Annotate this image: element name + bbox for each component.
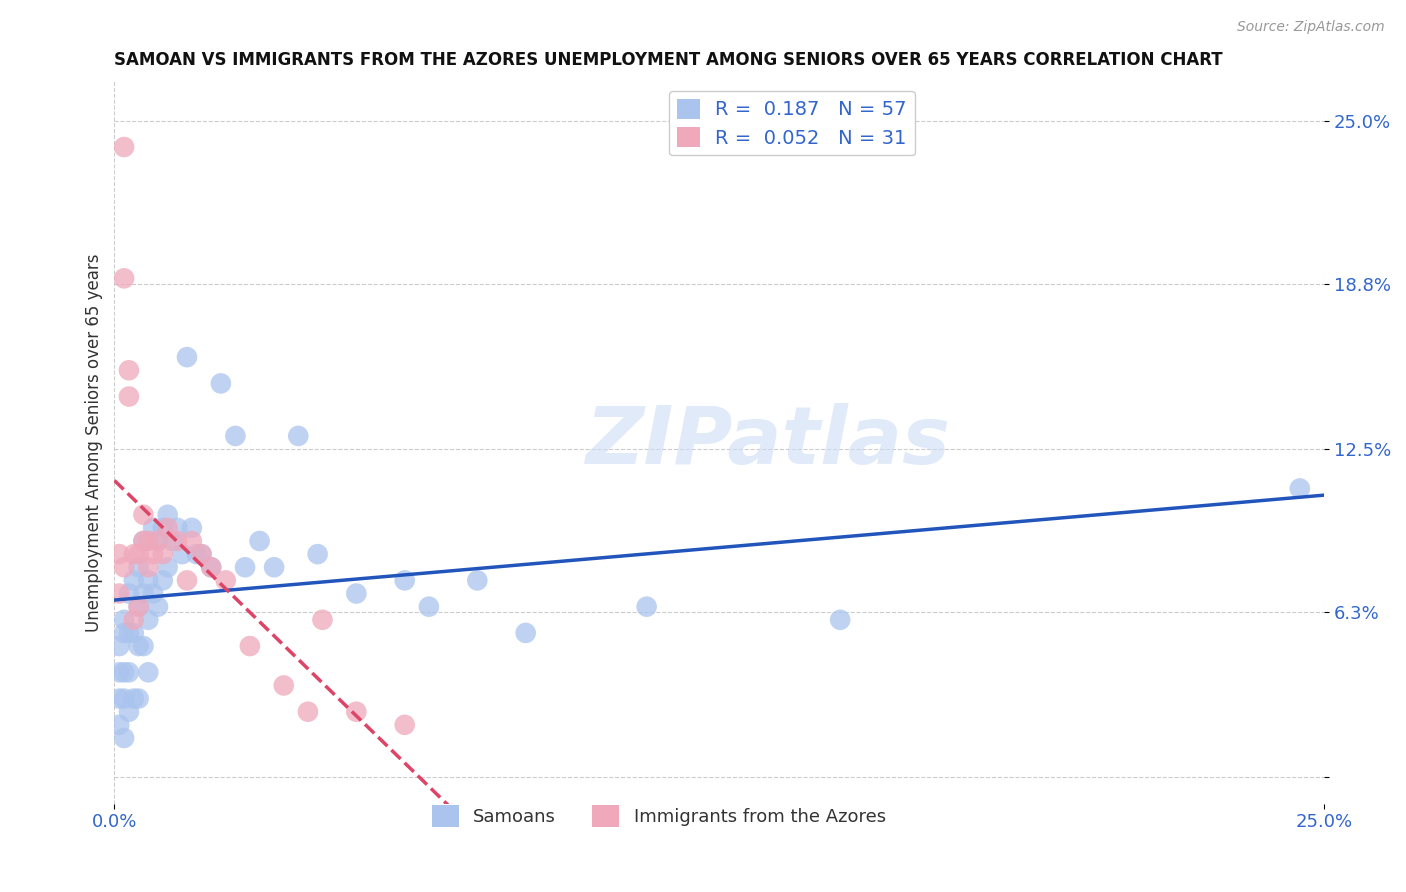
Point [142, 521, 165, 535]
Point [136, 574, 159, 588]
Point [200, 560, 222, 574]
Point [132, 533, 155, 548]
Point [128, 691, 150, 706]
Point [515, 626, 537, 640]
Point [297, 705, 319, 719]
Point [142, 547, 165, 561]
Point [112, 613, 135, 627]
Point [108, 586, 131, 600]
Point [132, 508, 155, 522]
Point [152, 574, 174, 588]
Point [112, 626, 135, 640]
Point [180, 521, 202, 535]
Point [239, 639, 262, 653]
Point [156, 508, 179, 522]
Point [249, 533, 271, 548]
Point [112, 731, 135, 745]
Point [112, 271, 135, 285]
Point [156, 521, 179, 535]
Y-axis label: Unemployment Among Seniors over 65 years: Unemployment Among Seniors over 65 years [86, 253, 103, 632]
Point [112, 665, 135, 680]
Point [636, 599, 658, 614]
Point [273, 678, 295, 692]
Point [118, 363, 141, 377]
Point [132, 586, 155, 600]
Point [122, 574, 145, 588]
Point [146, 533, 169, 548]
Point [108, 665, 131, 680]
Point [176, 350, 198, 364]
Point [136, 560, 159, 574]
Point [190, 547, 212, 561]
Point [118, 390, 141, 404]
Point [136, 665, 159, 680]
Point [112, 560, 135, 574]
Point [122, 691, 145, 706]
Point [108, 547, 131, 561]
Point [132, 533, 155, 548]
Point [186, 547, 208, 561]
Point [1288, 482, 1310, 496]
Text: ZIPatlas: ZIPatlas [585, 403, 950, 482]
Point [465, 574, 488, 588]
Point [118, 586, 141, 600]
Point [108, 639, 131, 653]
Point [132, 639, 155, 653]
Point [128, 599, 150, 614]
Legend: Samoans, Immigrants from the Azores: Samoans, Immigrants from the Azores [425, 797, 893, 834]
Point [122, 626, 145, 640]
Point [418, 599, 440, 614]
Point [156, 560, 179, 574]
Point [394, 574, 416, 588]
Point [112, 691, 135, 706]
Point [344, 586, 367, 600]
Point [166, 533, 188, 548]
Point [200, 560, 222, 574]
Point [122, 613, 145, 627]
Point [180, 533, 202, 548]
Point [307, 547, 329, 561]
Point [209, 376, 232, 391]
Point [108, 718, 131, 732]
Point [263, 560, 285, 574]
Point [152, 521, 174, 535]
Point [172, 547, 194, 561]
Point [112, 140, 135, 154]
Point [233, 560, 256, 574]
Point [190, 547, 212, 561]
Point [166, 521, 188, 535]
Point [287, 429, 309, 443]
Point [122, 547, 145, 561]
Point [118, 705, 141, 719]
Point [128, 639, 150, 653]
Point [146, 599, 169, 614]
Text: SAMOAN VS IMMIGRANTS FROM THE AZORES UNEMPLOYMENT AMONG SENIORS OVER 65 YEARS CO: SAMOAN VS IMMIGRANTS FROM THE AZORES UNE… [114, 51, 1223, 69]
Point [215, 574, 238, 588]
Point [394, 718, 416, 732]
Point [311, 613, 333, 627]
Point [152, 547, 174, 561]
Point [128, 599, 150, 614]
Point [162, 533, 184, 548]
Point [146, 533, 169, 548]
Point [136, 533, 159, 548]
Point [128, 547, 150, 561]
Point [344, 705, 367, 719]
Point [176, 574, 198, 588]
Text: Source: ZipAtlas.com: Source: ZipAtlas.com [1237, 20, 1385, 34]
Point [224, 429, 246, 443]
Point [128, 560, 150, 574]
Point [142, 586, 165, 600]
Point [830, 613, 852, 627]
Point [136, 613, 159, 627]
Point [118, 626, 141, 640]
Point [108, 691, 131, 706]
Point [118, 665, 141, 680]
